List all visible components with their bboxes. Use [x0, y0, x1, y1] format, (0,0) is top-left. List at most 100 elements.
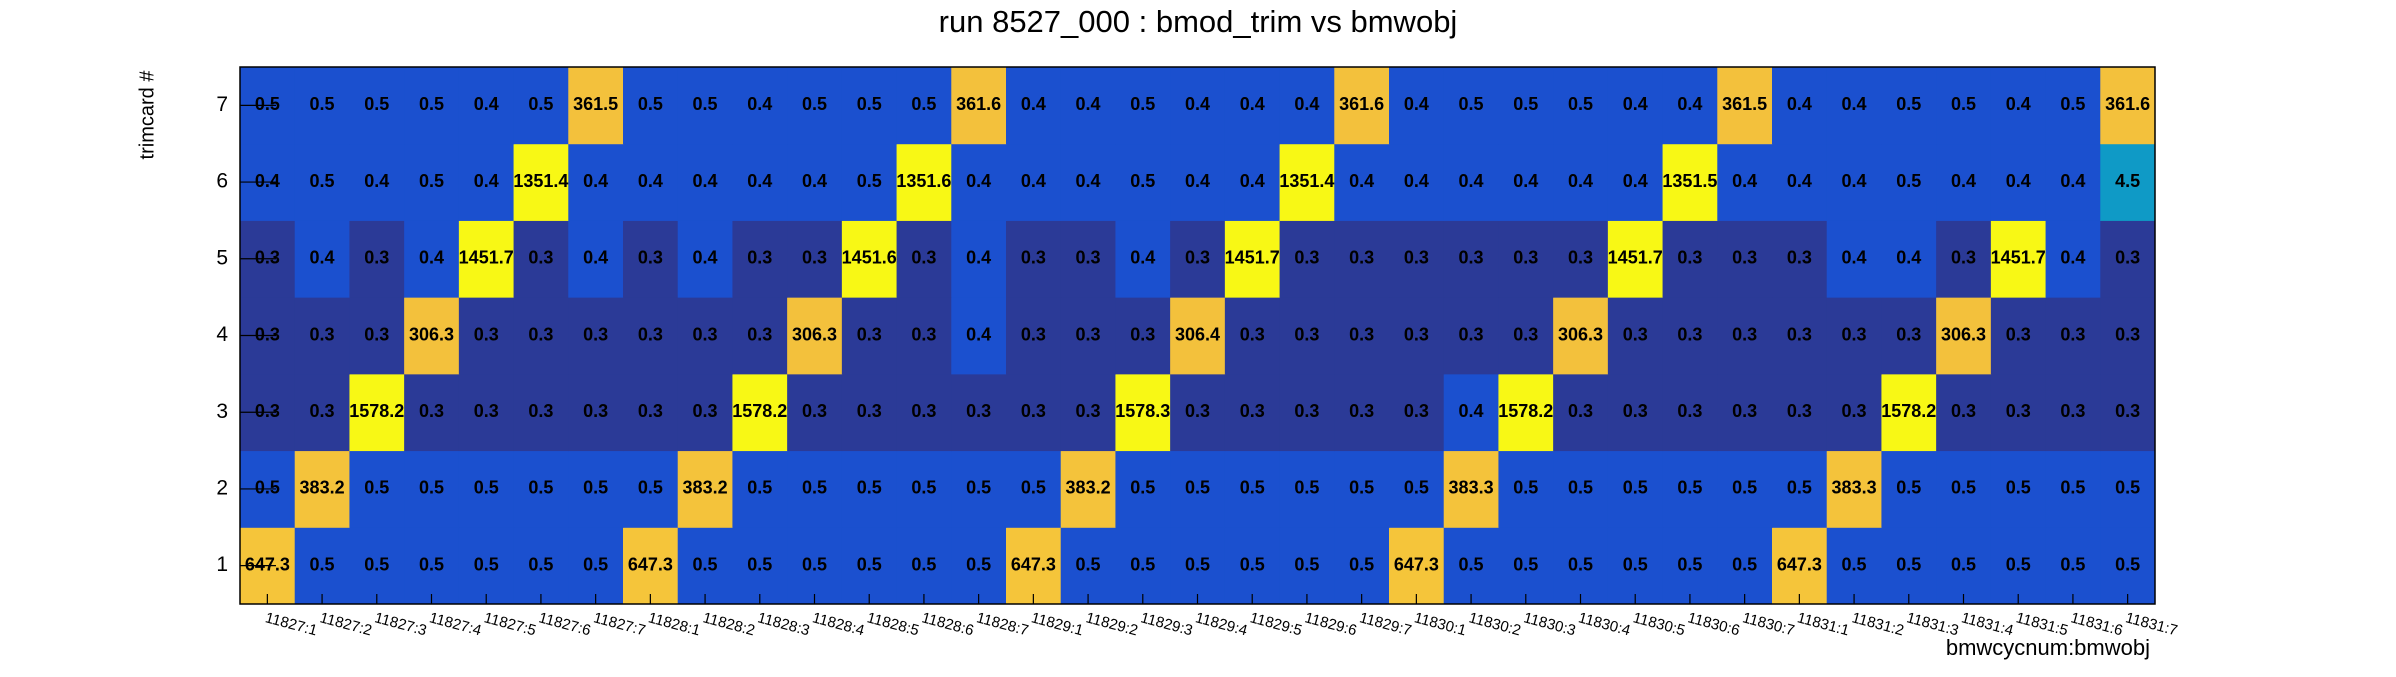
heatmap-cell [1826, 297, 1882, 375]
heatmap-cell [513, 527, 569, 605]
cell-label: 0.3 [1076, 401, 1101, 421]
heatmap-cell [1717, 143, 1773, 221]
heatmap-cell [404, 67, 460, 145]
cell-label: 0.5 [2006, 478, 2031, 498]
heatmap-cell [841, 297, 898, 375]
heatmap-cell [1826, 373, 1882, 452]
heatmap-cell [1826, 527, 1882, 605]
heatmap-cell [1279, 220, 1335, 298]
cell-label: 0.3 [310, 401, 335, 421]
cell-label: 0.5 [1076, 554, 1101, 574]
heatmap-cell [1115, 220, 1171, 298]
cell-label: 0.3 [1459, 248, 1484, 268]
heatmap-cell [1826, 220, 1882, 298]
y-tick-label: 3 [216, 400, 228, 423]
cell-label: 0.3 [2060, 324, 2085, 344]
heatmap-cell [1334, 297, 1390, 375]
heatmap-cell [1443, 450, 1499, 528]
cell-label: 0.4 [1951, 171, 1976, 191]
cell-label: 0.3 [1021, 248, 1046, 268]
heatmap-cell [1334, 527, 1390, 605]
heatmap-cell [1279, 143, 1335, 221]
cell-label: 0.5 [419, 478, 444, 498]
x-tick-label: 11829:1 [1029, 609, 1085, 639]
heatmap-cell [1936, 450, 1992, 528]
heatmap-cell [513, 143, 569, 221]
cell-label: 0.3 [1185, 248, 1210, 268]
cell-label: 0.5 [1787, 478, 1812, 498]
cell-label: 0.5 [583, 478, 608, 498]
heatmap-cell [1115, 450, 1171, 528]
cell-label: 0.5 [1732, 478, 1757, 498]
heatmap-cell [1060, 450, 1116, 528]
heatmap-cell [1772, 143, 1828, 221]
heatmap-cell [294, 373, 350, 452]
cell-label: 0.3 [1349, 248, 1374, 268]
cell-label: 0.5 [1513, 478, 1538, 498]
x-tick-label: 11829:4 [1193, 609, 1249, 639]
cell-label: 0.5 [802, 94, 827, 114]
heatmap-cell [841, 373, 898, 452]
heatmap-cell [951, 450, 1007, 528]
heatmap-cell [1170, 527, 1226, 605]
cell-label: 0.3 [583, 401, 608, 421]
cell-label: 0.5 [310, 171, 335, 191]
heatmap-cell [1389, 297, 1445, 375]
heatmap-cell [1553, 220, 1609, 298]
cell-label: 0.4 [1513, 171, 1538, 191]
cell-label: 0.4 [419, 248, 444, 268]
cell-label: 0.3 [1076, 324, 1101, 344]
cell-label: 0.4 [1076, 94, 1101, 114]
cell-label: 361.6 [2105, 94, 2150, 114]
cell-label: 0.5 [310, 94, 335, 114]
cell-label: 0.3 [638, 248, 663, 268]
heatmap-cell [1115, 297, 1171, 375]
cell-label: 0.3 [2060, 401, 2085, 421]
heatmap-cell [1498, 373, 1554, 452]
heatmap-cell [1553, 527, 1609, 605]
cell-label: 0.5 [1677, 478, 1702, 498]
cell-label: 0.5 [802, 554, 827, 574]
cell-label: 0.3 [802, 401, 827, 421]
x-tick-label: 11829:6 [1303, 609, 1359, 639]
heatmap-cell [623, 220, 679, 298]
heatmap-cell [1498, 527, 1554, 605]
heatmap-cell [1224, 67, 1281, 145]
heatmap-cell [677, 450, 733, 528]
cell-label: 0.3 [2115, 248, 2140, 268]
cell-label: 0.5 [364, 478, 389, 498]
heatmap-cell [1607, 67, 1664, 145]
heatmap-cell [951, 143, 1007, 221]
cell-label: 0.3 [1459, 324, 1484, 344]
heatmap-cell [1170, 450, 1226, 528]
x-tick-label: 11827:4 [427, 609, 483, 639]
x-tick-label: 11827:7 [592, 609, 648, 639]
cell-label: 0.3 [2006, 324, 2031, 344]
heatmap-cell [1881, 450, 1937, 528]
cell-label: 1451.6 [842, 248, 897, 268]
cell-label: 0.5 [1130, 94, 1155, 114]
heatmap-cell [1936, 527, 1992, 605]
heatmap-cell [1662, 220, 1718, 298]
cell-label: 383.2 [1066, 478, 1111, 498]
x-tick-label: 11831:2 [1850, 609, 1906, 639]
heatmap-cell [732, 297, 788, 375]
heatmap-cell [568, 297, 624, 375]
heatmap-cell [1060, 373, 1116, 452]
cell-label: 0.3 [1732, 324, 1757, 344]
cell-label: 0.5 [802, 478, 827, 498]
cell-label: 0.4 [474, 94, 499, 114]
heatmap-cell [2100, 143, 2156, 221]
cell-label: 1351.5 [1662, 171, 1717, 191]
cell-label: 0.5 [1513, 94, 1538, 114]
heatmap-cell [1881, 220, 1937, 298]
heatmap-cell [513, 220, 569, 298]
cell-label: 0.3 [747, 248, 772, 268]
heatmap-cell [404, 297, 460, 375]
heatmap-cell [732, 143, 788, 221]
x-tick-label: 11828:1 [646, 609, 702, 639]
cell-label: 383.3 [1449, 478, 1494, 498]
cell-label: 0.3 [528, 324, 553, 344]
heatmap-cell [1115, 373, 1171, 452]
heatmap-cell [896, 67, 952, 145]
